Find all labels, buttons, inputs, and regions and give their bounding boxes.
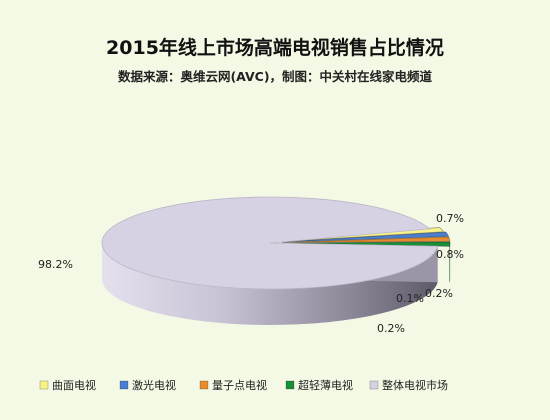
chart-title: 2015年线上市场高端电视销售占比情况 [106,36,444,59]
pie-tops [101,196,451,290]
legend-swatch-1 [119,380,129,390]
label-main: 98.2% [38,258,73,271]
legend-label-4: 整体电视市场 [382,378,448,392]
label-extra: 0.2% [377,322,405,335]
pie-slice-3 [281,241,451,247]
label-curved: 0.7% [436,212,464,225]
pie-slice-4 [101,196,439,290]
legend-swatch-2 [199,380,209,390]
label-quantum: 0.2% [425,287,453,300]
legend-swatch-0 [39,380,49,390]
legend-swatch-3 [285,380,295,390]
chart-subtitle: 数据来源：奥维云网(AVC)，制图：中关村在线家电频道 [117,69,433,84]
legend-swatch-4 [369,380,379,390]
label-thin: 0.1% [396,292,424,305]
pie-slice-1 [281,231,450,243]
label-laser: 0.8% [436,248,464,261]
legend: 曲面电视 激光电视 量子点电视 超轻薄电视 整体电视市场 [39,378,448,392]
pie-slice-2 [281,236,451,243]
legend-label-1: 激光电视 [132,378,176,392]
legend-label-3: 超轻薄电视 [298,378,353,392]
legend-label-0: 曲面电视 [52,378,96,392]
legend-label-2: 量子点电视 [212,378,267,392]
pie-side-4 [101,243,438,326]
